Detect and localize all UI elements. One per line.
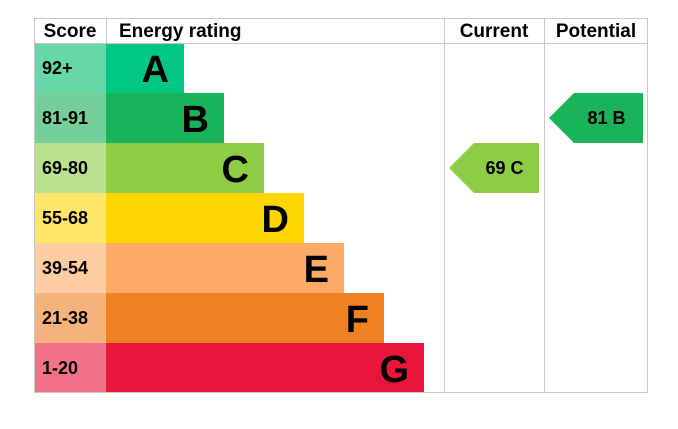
rating-letter-b: B	[182, 99, 209, 141]
rating-bar-f	[106, 293, 384, 343]
score-cell-e	[34, 243, 106, 293]
score-cell-a	[34, 43, 106, 93]
score-cell-b	[34, 93, 106, 143]
header-current: Current	[460, 21, 529, 42]
score-cell-g	[34, 343, 106, 393]
potential-rating-label: 81 B	[587, 108, 625, 128]
rating-bar-e	[106, 243, 344, 293]
score-label-c: 69-80	[42, 158, 88, 178]
rating-bar-d	[106, 193, 304, 243]
score-cell-d	[34, 193, 106, 243]
rating-letter-c: C	[222, 149, 249, 191]
score-label-d: 55-68	[42, 208, 88, 228]
rating-letter-d: D	[262, 199, 289, 241]
potential-rating-arrow	[549, 93, 643, 143]
rating-bar-c	[106, 143, 264, 193]
rating-bar-g	[106, 343, 424, 393]
header-energy-rating: Energy rating	[119, 21, 241, 42]
rating-letter-e: E	[304, 249, 329, 291]
score-label-e: 39-54	[42, 258, 88, 278]
rating-bar-a	[106, 43, 184, 93]
header-potential: Potential	[556, 21, 636, 42]
rating-letter-g: G	[379, 349, 409, 391]
score-label-f: 21-38	[42, 308, 88, 328]
rating-bar-b	[106, 93, 224, 143]
current-rating-label: 69 C	[485, 158, 523, 178]
score-cell-c	[34, 143, 106, 193]
current-rating-arrow	[449, 143, 539, 193]
score-label-b: 81-91	[42, 108, 88, 128]
header-score: Score	[44, 21, 97, 42]
score-label-g: 1-20	[42, 358, 78, 378]
rating-letter-a: A	[142, 49, 169, 91]
score-label-a: 92+	[42, 58, 73, 78]
rating-letter-f: F	[346, 299, 369, 341]
score-cell-f	[34, 293, 106, 343]
